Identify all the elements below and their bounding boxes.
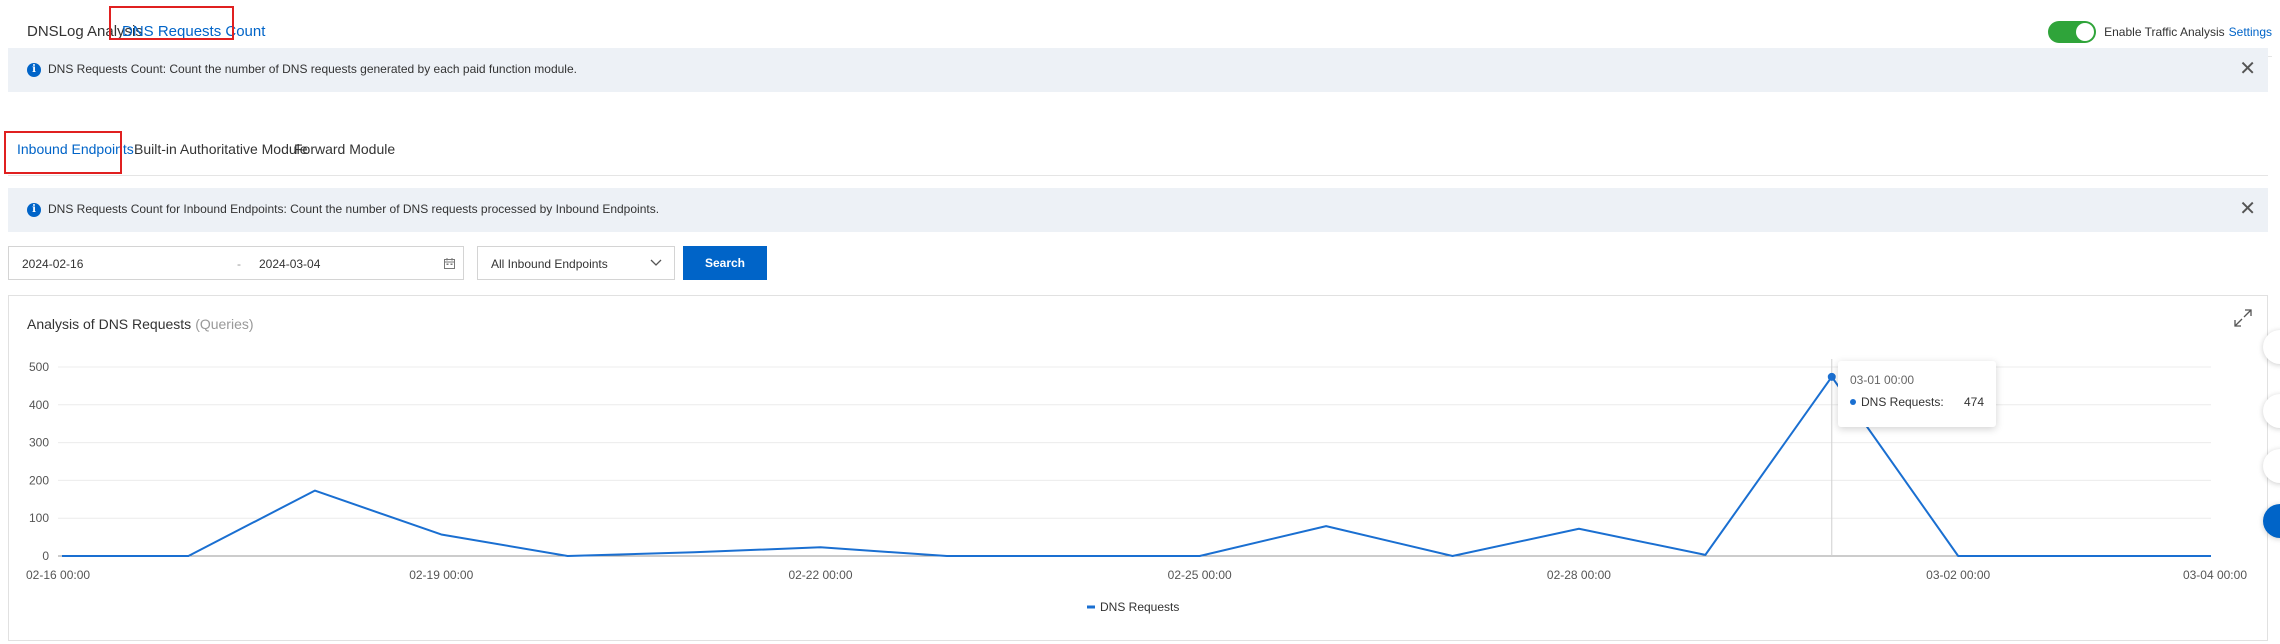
info-icon: i bbox=[27, 63, 41, 77]
tab-inbound-endpoints[interactable]: Inbound Endpoints bbox=[17, 141, 134, 157]
calendar-icon[interactable] bbox=[444, 258, 455, 269]
date-range-picker[interactable]: 2024-02-16 - 2024-03-04 bbox=[8, 246, 464, 280]
expand-icon[interactable] bbox=[2233, 308, 2253, 328]
tab-built-in-authoritative-module[interactable]: Built-in Authoritative Module bbox=[134, 141, 308, 157]
start-date[interactable]: 2024-02-16 bbox=[22, 257, 84, 271]
apps-float-button[interactable] bbox=[2263, 504, 2280, 538]
x-tick-label: 02-28 00:00 bbox=[1547, 568, 1611, 582]
notice-text: DNS Requests Count for Inbound Endpoints… bbox=[48, 202, 660, 216]
traffic-analysis-label: Enable Traffic Analysis bbox=[2104, 25, 2225, 39]
end-date[interactable]: 2024-03-04 bbox=[259, 257, 321, 271]
chat-float-button[interactable] bbox=[2263, 449, 2280, 483]
chevron-down-icon bbox=[650, 259, 662, 266]
sub-tabs: Inbound Endpoints Built-in Authoritative… bbox=[8, 129, 2268, 176]
y-tick-label: 300 bbox=[29, 436, 49, 450]
tab-dnslog-analysis[interactable]: DNSLog Analysis bbox=[27, 23, 143, 40]
search-button[interactable]: Search bbox=[683, 246, 767, 280]
y-tick-label: 400 bbox=[29, 398, 49, 412]
notice-text: DNS Requests Count: Count the number of … bbox=[48, 62, 577, 76]
notice-inbound-endpoints: i DNS Requests Count for Inbound Endpoin… bbox=[8, 188, 2268, 232]
y-tick-label: 100 bbox=[29, 511, 49, 525]
highlight-box bbox=[109, 6, 234, 40]
x-tick-label: 02-25 00:00 bbox=[1168, 568, 1232, 582]
tab-dns-requests-count[interactable]: DNS Requests Count bbox=[122, 23, 266, 40]
x-tick-label: 02-19 00:00 bbox=[409, 568, 473, 582]
tooltip-value: 474 bbox=[1964, 395, 1985, 409]
data-point bbox=[1827, 372, 1836, 381]
tab-forward-module[interactable]: Forward Module bbox=[294, 141, 396, 157]
close-icon[interactable]: ✕ bbox=[2239, 198, 2256, 220]
chart-title-unit: (Queries) bbox=[195, 316, 254, 332]
chart-title: Analysis of DNS Requests (Queries) bbox=[27, 316, 254, 332]
y-tick-label: 0 bbox=[42, 549, 49, 563]
tooltip-title: 03-01 00:00 bbox=[1850, 373, 1915, 387]
endpoint-select[interactable]: All Inbound Endpoints bbox=[477, 246, 675, 280]
notice-dns-requests-count: i DNS Requests Count: Count the number o… bbox=[8, 48, 2268, 92]
link-float-button[interactable] bbox=[2263, 394, 2280, 428]
highlight-box bbox=[4, 131, 122, 174]
traffic-analysis-control: Enable Traffic Analysis Settings bbox=[2048, 20, 2272, 44]
tooltip-series-dot bbox=[1850, 399, 1856, 405]
y-tick-label: 200 bbox=[29, 473, 49, 487]
endpoint-select-value: All Inbound Endpoints bbox=[491, 257, 608, 271]
toggle-knob bbox=[2076, 23, 2095, 41]
y-tick-label: 500 bbox=[29, 360, 49, 374]
close-icon[interactable]: ✕ bbox=[2239, 58, 2256, 80]
chart-tooltip: 03-01 00:00 DNS Requests: 474 bbox=[1838, 361, 1996, 427]
x-tick-label: 02-22 00:00 bbox=[788, 568, 852, 582]
chart-title-text: Analysis of DNS Requests bbox=[27, 316, 192, 332]
tooltip-series-label: DNS Requests: bbox=[1861, 395, 1944, 409]
traffic-analysis-toggle[interactable] bbox=[2048, 21, 2097, 43]
date-separator: - bbox=[237, 257, 241, 271]
x-tick-label: 02-16 00:00 bbox=[26, 568, 90, 582]
x-tick-label: 03-04 00:00 bbox=[2183, 568, 2247, 582]
legend-label: DNS Requests bbox=[1100, 600, 1179, 614]
edit-float-button[interactable] bbox=[2263, 330, 2280, 364]
info-icon: i bbox=[27, 203, 41, 217]
settings-link[interactable]: Settings bbox=[2228, 25, 2272, 39]
x-tick-label: 03-02 00:00 bbox=[1926, 568, 1990, 582]
